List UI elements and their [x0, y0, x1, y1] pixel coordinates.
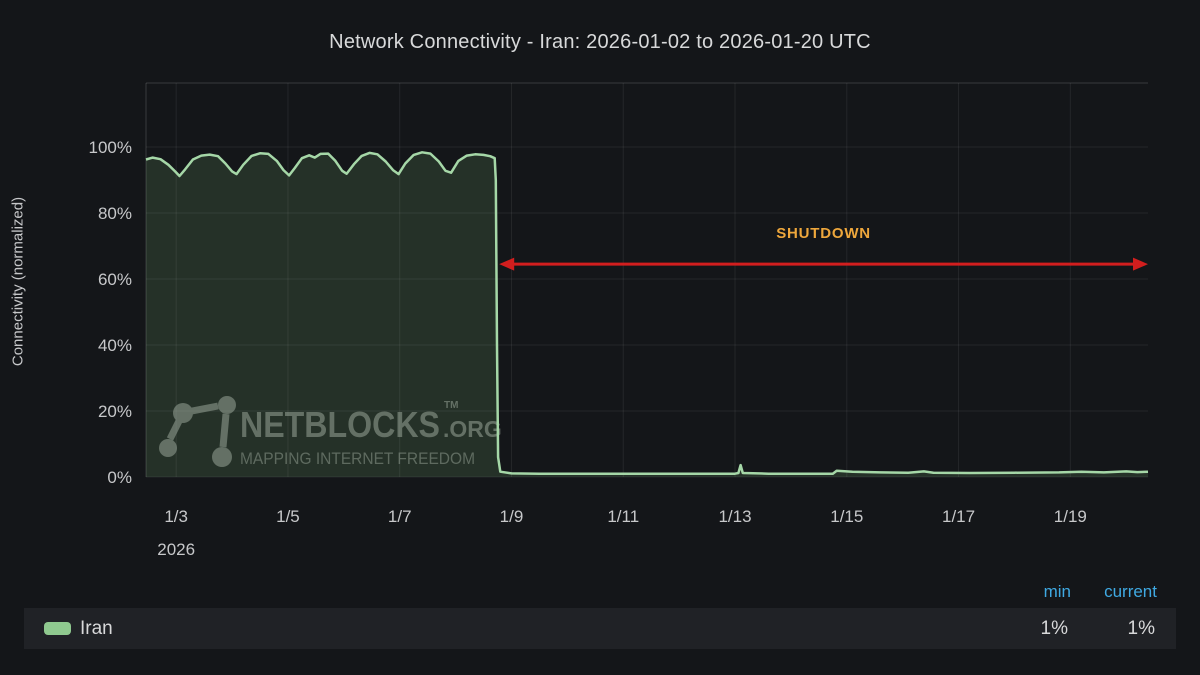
series-line-iran: [145, 151, 1149, 475]
chart-title: Network Connectivity - Iran: 2026-01-02 …: [329, 31, 871, 53]
shutdown-arrow-head-right: [1133, 257, 1148, 271]
legend-column-current[interactable]: current: [1104, 582, 1157, 601]
x-axis-year-label: 2026: [157, 540, 195, 559]
legend-value-current: 1%: [1127, 617, 1155, 639]
netblocks-logo-edge: [166, 419, 183, 441]
shutdown-arrow-head-left: [499, 257, 515, 271]
y-tick-label: 100%: [89, 138, 132, 157]
netblocks-logo-node: [173, 403, 193, 423]
y-tick-label: 60%: [98, 270, 132, 289]
y-tick-label: 80%: [98, 204, 132, 223]
y-tick-label: 40%: [98, 336, 132, 355]
netblocks-logo-node: [212, 447, 232, 467]
x-tick-label: 1/7: [388, 507, 412, 526]
netblocks-logo-edge: [191, 402, 219, 415]
connectivity-chart: NETBLOCKS TM .ORG MAPPING INTERNET FREEDOM S…: [89, 82, 1149, 559]
legend-column-min[interactable]: min: [1043, 582, 1071, 601]
x-tick-label: 1/5: [276, 507, 300, 526]
netblocks-logo-node: [218, 396, 236, 414]
x-tick-label: 1/17: [942, 507, 975, 526]
legend-row-iran[interactable]: Iran 1% 1%: [24, 608, 1176, 649]
x-tick-label: 1/19: [1054, 507, 1087, 526]
series-area-fill: [146, 152, 1148, 478]
legend-header-row: min current: [0, 582, 1200, 604]
x-tick-label: 1/9: [500, 507, 524, 526]
series-color-swatch[interactable]: [44, 622, 71, 635]
watermark-name: NETBLOCKS: [240, 404, 440, 445]
x-tick-label: 1/13: [718, 507, 751, 526]
y-tick-label: 0%: [107, 468, 132, 487]
shutdown-label: SHUTDOWN: [776, 225, 871, 242]
x-tick-label: 1/15: [830, 507, 863, 526]
netblocks-watermark: NETBLOCKS TM .ORG MAPPING INTERNET FREEDOM: [159, 396, 502, 468]
y-tick-label: 20%: [98, 402, 132, 421]
watermark-tm: TM: [444, 400, 458, 411]
netblocks-logo-edge: [219, 413, 230, 448]
series-name-label: Iran: [80, 617, 113, 639]
watermark-org: .ORG: [443, 416, 502, 442]
x-tick-label: 1/3: [164, 507, 188, 526]
x-tick-label: 1/11: [607, 507, 639, 526]
netblocks-logo-node: [159, 439, 177, 457]
watermark-tagline: MAPPING INTERNET FREEDOM: [240, 449, 475, 468]
legend-value-min: 1%: [1040, 617, 1068, 639]
